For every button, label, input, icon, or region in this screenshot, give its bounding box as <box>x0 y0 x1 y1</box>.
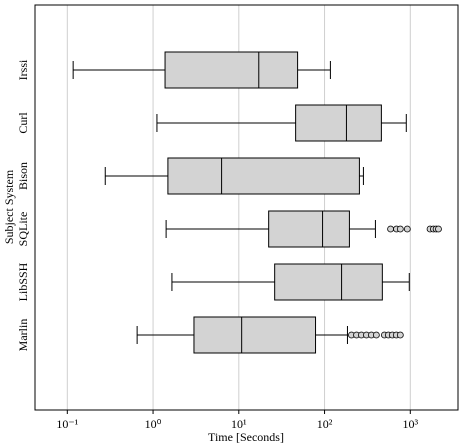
outlier <box>396 331 404 339</box>
y-tick-label: Irssi <box>16 59 30 80</box>
y-tick-label: Bison <box>16 162 30 190</box>
box <box>164 51 299 89</box>
y-axis-title: Subject System <box>2 169 16 244</box>
y-tick-label: LibSSH <box>16 262 30 301</box>
outlier <box>387 225 394 233</box>
outlier <box>435 225 442 233</box>
x-tick-label: 10³ <box>402 417 418 431</box>
x-tick-label: 10⁻¹ <box>56 417 78 431</box>
x-axis-title: Time [Seconds] <box>208 430 284 444</box>
box <box>193 316 317 354</box>
box <box>295 104 382 142</box>
outlier <box>372 331 380 339</box>
box <box>167 157 360 195</box>
outlier <box>396 225 404 233</box>
y-tick-label: Marlin <box>16 319 30 352</box>
y-tick-label: SQLite <box>16 212 30 247</box>
box <box>274 263 383 301</box>
x-tick-label: 10⁰ <box>145 417 162 431</box>
y-tick-label: Curl <box>16 112 30 134</box>
box <box>268 210 350 248</box>
plot-frame <box>34 4 459 411</box>
outlier <box>403 225 411 233</box>
x-tick-label: 10² <box>317 417 333 431</box>
x-tick-label: 10¹ <box>231 417 247 431</box>
